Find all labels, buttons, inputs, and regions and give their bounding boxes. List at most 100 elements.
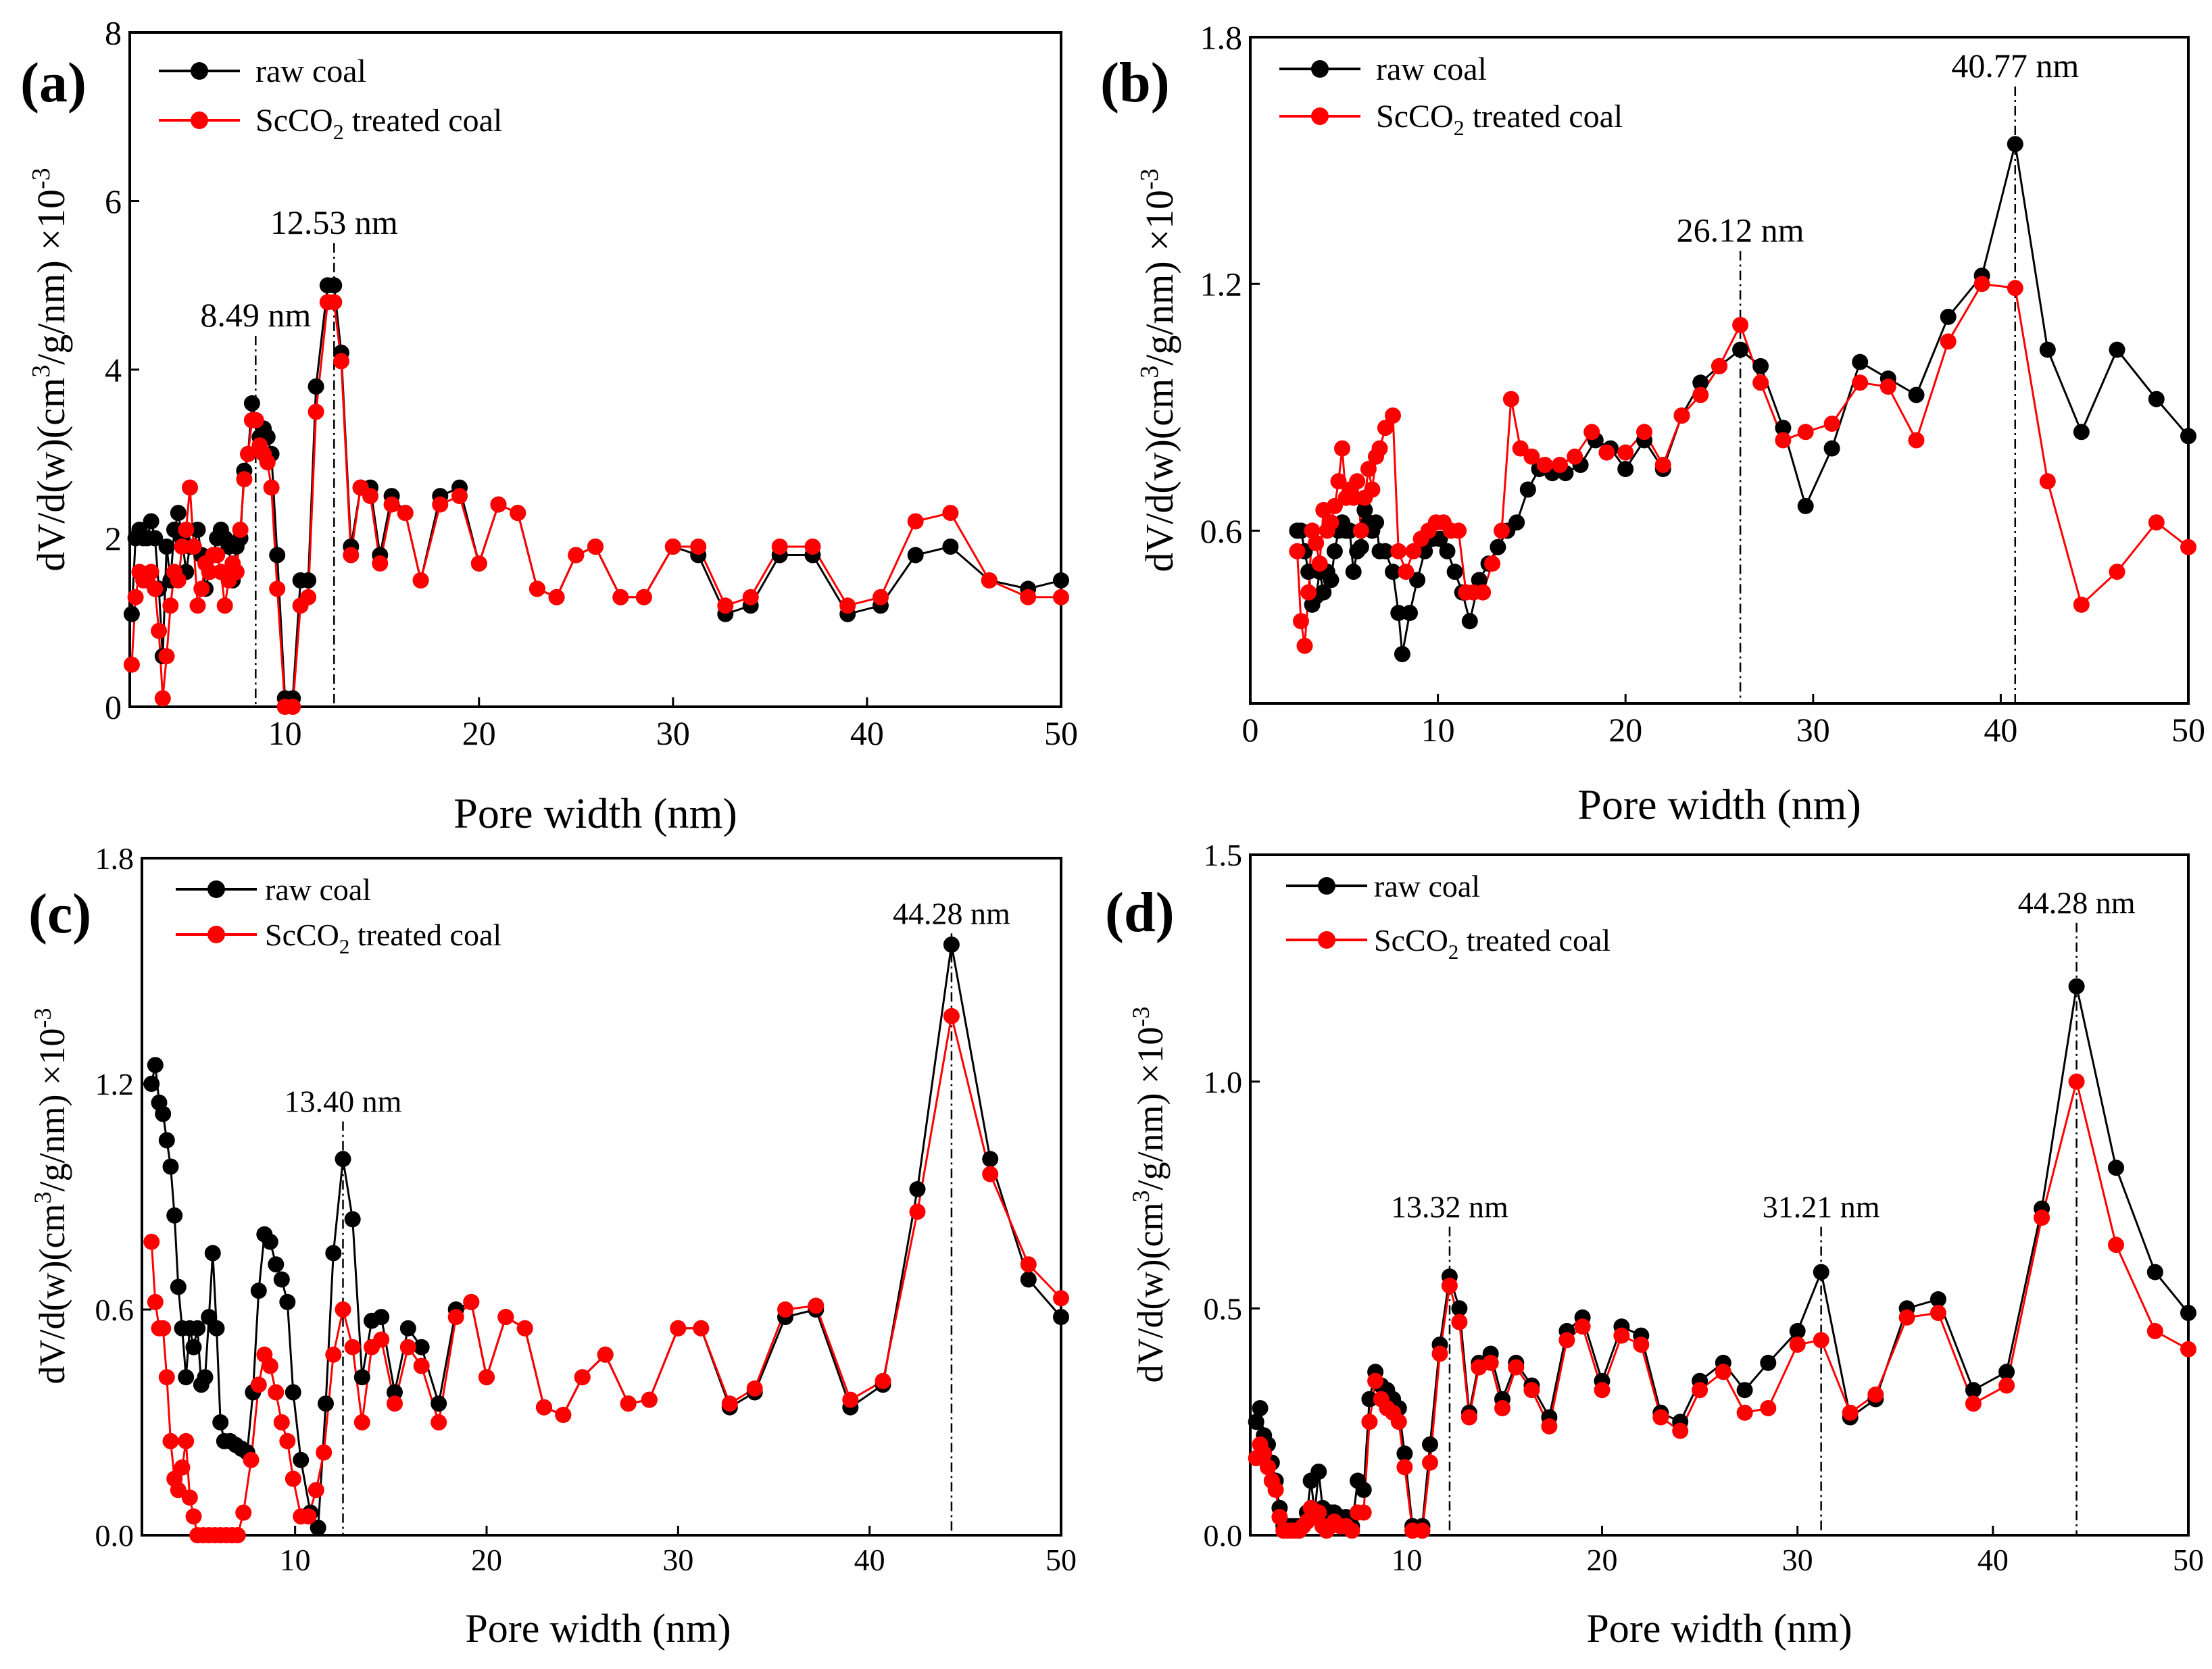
data-point-treated (325, 1346, 342, 1363)
data-point-treated (2109, 564, 2125, 580)
data-point-raw (1519, 481, 1536, 498)
data-point-treated (1752, 374, 1769, 391)
data-point-treated (1310, 1504, 1327, 1521)
data-point-treated (235, 1504, 252, 1521)
data-point-treated (1760, 1400, 1777, 1416)
series-markers (1248, 978, 2196, 1539)
data-point-treated (1652, 1409, 1669, 1426)
data-point-raw (1342, 522, 1358, 539)
data-point-treated (2148, 514, 2165, 531)
data-point-treated (1260, 1459, 1276, 1476)
data-point-raw (1323, 572, 1340, 589)
x-tick-label: 20 (1608, 711, 1642, 749)
data-point-treated (170, 1482, 187, 1499)
data-point-treated (1364, 481, 1381, 498)
data-point-treated (2007, 280, 2023, 297)
x-tick-label: 0 (1242, 711, 1259, 749)
data-point-treated (463, 1293, 480, 1310)
data-point-raw (1775, 420, 1792, 437)
data-point-raw (1446, 564, 1463, 580)
data-point-treated (372, 555, 389, 572)
data-point-treated (574, 1369, 591, 1386)
legend-raw-label: raw coal (265, 872, 371, 907)
legend-raw-label: raw coal (255, 53, 366, 89)
data-point-treated (2039, 473, 2056, 490)
data-point-treated (1672, 1422, 1689, 1439)
data-point-raw (189, 1320, 206, 1337)
y-tick-label: 1.8 (1200, 19, 1243, 57)
data-point-treated (1390, 1414, 1407, 1430)
x-axis-label: Pore width (nm) (465, 1606, 731, 1651)
legend-treated-label: ScCO2 treated coal (265, 918, 501, 958)
data-point-treated (2180, 1341, 2196, 1357)
data-point-treated (804, 539, 821, 555)
series-lines (130, 284, 1062, 708)
y-tick-label: 0.0 (95, 1518, 134, 1553)
data-point-treated (1367, 1372, 1384, 1389)
data-point-treated (1293, 613, 1309, 630)
data-point-treated (174, 539, 191, 555)
data-point-treated (693, 1320, 710, 1337)
data-point-treated (1355, 1504, 1372, 1521)
data-point-treated (373, 1331, 390, 1348)
data-point-raw (982, 1151, 999, 1168)
legend-treated-marker (207, 926, 225, 943)
data-point-treated (1414, 1522, 1431, 1539)
data-point-raw (2180, 428, 2196, 445)
data-point-raw (943, 937, 960, 953)
data-point-treated (316, 1444, 333, 1461)
data-point-raw (1508, 514, 1525, 531)
x-tick-label: 50 (2173, 1543, 2204, 1577)
data-point-treated (1405, 543, 1422, 559)
data-point-treated (1898, 1309, 1915, 1326)
data-point-raw (197, 1369, 214, 1386)
data-point-raw (2039, 341, 2056, 358)
data-point-raw (262, 1233, 278, 1250)
data-point-raw (1852, 353, 1869, 370)
legend: raw coal ScCO2 treated coal (1279, 51, 1623, 140)
series-line-treated (1296, 282, 2189, 647)
data-point-raw (1732, 341, 1749, 358)
legend-raw-marker (191, 62, 208, 80)
data-point-raw (185, 1339, 202, 1355)
data-point-raw (1940, 308, 1957, 325)
data-point-treated (1536, 457, 1553, 473)
data-point-treated (209, 547, 226, 564)
data-point-treated (1361, 1414, 1378, 1430)
data-point-raw (1461, 613, 1478, 630)
data-point-raw (1377, 543, 1394, 559)
tick-labels: 10 20 30 40 50 0 2 4 6 8 (105, 14, 1078, 753)
data-point-treated (1965, 1395, 1982, 1412)
data-point-treated (1508, 1359, 1525, 1376)
data-point-raw (413, 1339, 430, 1355)
legend-raw-marker (1318, 877, 1335, 895)
data-point-treated (250, 1376, 267, 1393)
data-point-raw (1385, 564, 1401, 580)
data-point-raw (326, 277, 343, 294)
data-point-raw (1409, 572, 1426, 589)
data-point-raw (1053, 572, 1069, 589)
data-point-treated (2073, 596, 2090, 613)
data-point-raw (273, 1271, 290, 1288)
data-point-treated (943, 1007, 960, 1024)
data-point-raw (1823, 440, 1840, 457)
data-point-raw (1368, 514, 1384, 531)
x-tick-label: 30 (656, 714, 690, 752)
y-tick-label: 1.2 (1200, 266, 1243, 303)
data-point-treated (742, 589, 759, 605)
legend-treated-marker (1311, 107, 1329, 125)
data-point-raw (1431, 530, 1448, 547)
data-point-treated (1267, 1481, 1284, 1498)
tick-labels: 10 20 30 40 50 0.0 0.5 1.0 1.5 (1204, 838, 2205, 1577)
data-point-treated (1326, 497, 1343, 514)
data-point-raw (2148, 391, 2165, 407)
data-point-raw (1252, 1400, 1269, 1416)
data-point-treated (1940, 333, 1957, 350)
data-point-raw (1396, 1445, 1413, 1462)
data-point-raw (318, 1395, 334, 1412)
data-point-treated (236, 471, 253, 488)
data-point-raw (162, 1158, 179, 1175)
data-point-raw (158, 1132, 175, 1149)
data-point-treated (1973, 276, 1990, 293)
data-point-treated (1450, 522, 1467, 539)
